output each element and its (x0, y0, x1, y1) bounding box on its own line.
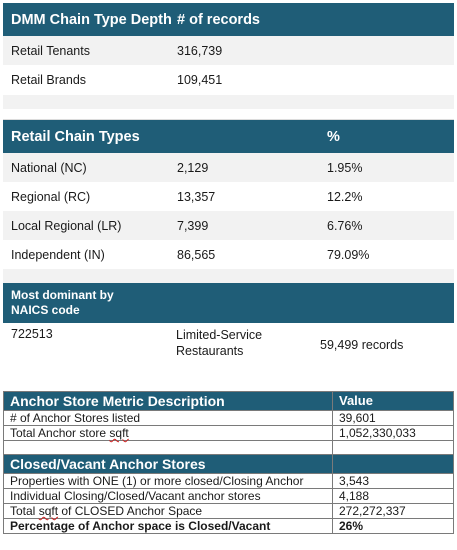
table-row: Total sqft of CLOSED Anchor Space 272,27… (3, 504, 454, 519)
metric-label: Individual Closing/Closed/Vacant anchor … (3, 489, 333, 503)
table-row: National (NC) 2,129 1.95% (3, 153, 454, 182)
row-label: Retail Tenants (11, 43, 90, 58)
metric-value: 4,188 (333, 489, 454, 503)
label-text-spellcheck: sqft (109, 426, 129, 440)
table-row: Retail Tenants 316,739 (3, 36, 454, 65)
metric-label: # of Anchor Stores listed (3, 411, 333, 425)
empty-cell (333, 441, 454, 454)
type-count: 2,129 (177, 160, 209, 175)
type-label: National (NC) (11, 160, 87, 175)
metric-value: 26% (333, 519, 454, 533)
spacer-row (3, 95, 454, 109)
metric-label: Total Anchor store sqft (3, 426, 333, 440)
header-chain-types: Retail Chain Types (11, 128, 140, 145)
row-value: 316,739 (177, 43, 223, 58)
type-label: Local Regional (LR) (11, 218, 122, 233)
header-chain-depth: DMM Chain Type Depth (11, 11, 172, 28)
table-row: Independent (IN) 86,565 79.09% (3, 240, 454, 269)
type-label: Regional (RC) (11, 189, 91, 204)
table-row: Percentage of Anchor space is Closed/Vac… (3, 519, 454, 534)
table-row: Local Regional (LR) 7,399 6.76% (3, 211, 454, 240)
table-row: Regional (RC) 13,357 12.2% (3, 182, 454, 211)
type-percent: 6.76% (327, 218, 363, 233)
naics-header-row: Most dominant by NAICS code (3, 283, 454, 323)
metric-value: 39,601 (333, 411, 454, 425)
type-count: 13,357 (177, 189, 216, 204)
chain-depth-header-row: DMM Chain Type Depth # of records (3, 3, 454, 36)
anchor-store-table: Anchor Store Metric Description Value # … (3, 391, 454, 534)
label-text-spellcheck: sqft (38, 504, 59, 518)
row-label: Retail Brands (11, 73, 87, 87)
table-row: # of Anchor Stores listed 39,601 (3, 411, 454, 426)
metric-label: Percentage of Anchor space is Closed/Vac… (3, 519, 333, 533)
type-percent: 12.2% (327, 189, 363, 204)
empty-cell (333, 455, 454, 473)
type-percent: 1.95% (327, 160, 363, 175)
metric-label: Total sqft of CLOSED Anchor Space (3, 504, 333, 518)
type-percent: 79.09% (327, 247, 370, 262)
spacer-row (3, 269, 454, 283)
header-anchor-metric: Anchor Store Metric Description (3, 392, 333, 410)
metric-value: 272,272,337 (333, 504, 454, 518)
table-row: Total Anchor store sqft 1,052,330,033 (3, 426, 454, 441)
metric-value: 1,052,330,033 (333, 426, 454, 440)
row-value: 109,451 (177, 73, 223, 87)
naics-row: 722513 Limited-Service Restaurants 59,49… (3, 323, 454, 367)
table-row: Retail Brands 109,451 (3, 65, 454, 95)
empty-cell (3, 441, 333, 454)
spacer-row (3, 109, 454, 119)
table-row: Individual Closing/Closed/Vacant anchor … (3, 489, 454, 504)
chain-types-header-row: Retail Chain Types % (3, 120, 454, 153)
chain-type-table: DMM Chain Type Depth # of records Retail… (3, 3, 454, 367)
header-records: # of records (177, 11, 260, 28)
metric-value: 3,543 (333, 474, 454, 488)
anchor-header-row: Anchor Store Metric Description Value (3, 392, 454, 411)
spacer-row (3, 441, 454, 455)
type-count: 86,565 (177, 247, 216, 262)
header-closed-vacant: Closed/Vacant Anchor Stores (3, 455, 333, 473)
table-row: Properties with ONE (1) or more closed/C… (3, 474, 454, 489)
header-naics: Most dominant by NAICS code (11, 288, 114, 317)
divider (3, 119, 454, 120)
header-percent: % (327, 128, 340, 145)
label-text: of CLOSED Anchor Space (58, 504, 203, 518)
label-text: Total Anchor store (10, 426, 110, 440)
type-label: Independent (IN) (11, 247, 105, 262)
metric-label: Properties with ONE (1) or more closed/C… (3, 474, 333, 488)
naics-records: 59,499 records (320, 338, 404, 352)
type-count: 7,399 (177, 218, 209, 233)
closed-header-row: Closed/Vacant Anchor Stores (3, 455, 454, 474)
header-value: Value (333, 392, 454, 410)
naics-code: 722513 (11, 327, 53, 341)
label-text: Total (10, 504, 39, 518)
naics-name: Limited-Service Restaurants (176, 328, 263, 358)
